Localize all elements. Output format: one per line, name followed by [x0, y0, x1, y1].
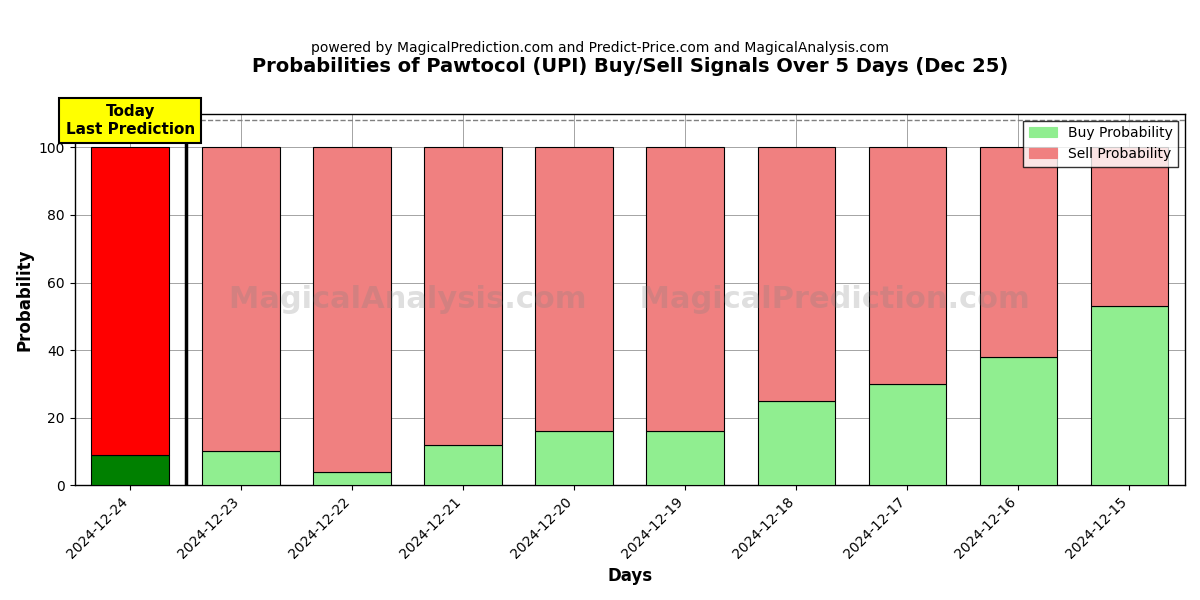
Bar [425, 148, 502, 445]
Bar [869, 148, 947, 384]
Bar [313, 472, 391, 485]
Bar [425, 445, 502, 485]
Bar [647, 148, 725, 431]
Bar [203, 148, 280, 451]
Text: MagicalAnalysis.com     MagicalPrediction.com: MagicalAnalysis.com MagicalPrediction.co… [229, 285, 1031, 314]
Bar [203, 451, 280, 485]
Bar [979, 357, 1057, 485]
Bar [313, 148, 391, 472]
Bar [647, 431, 725, 485]
Legend: Buy Probability, Sell Probability: Buy Probability, Sell Probability [1024, 121, 1178, 167]
Bar [91, 148, 169, 455]
Bar [535, 431, 613, 485]
Text: powered by MagicalPrediction.com and Predict-Price.com and MagicalAnalysis.com: powered by MagicalPrediction.com and Pre… [311, 41, 889, 55]
Bar [91, 455, 169, 485]
Bar [979, 148, 1057, 357]
Bar [757, 401, 835, 485]
Bar [869, 384, 947, 485]
Bar [535, 148, 613, 431]
Bar [1091, 148, 1169, 306]
Y-axis label: Probability: Probability [16, 248, 34, 350]
Text: Today
Last Prediction: Today Last Prediction [66, 104, 194, 137]
Bar [1091, 306, 1169, 485]
Title: Probabilities of Pawtocol (UPI) Buy/Sell Signals Over 5 Days (Dec 25): Probabilities of Pawtocol (UPI) Buy/Sell… [252, 57, 1008, 76]
Bar [757, 148, 835, 401]
X-axis label: Days: Days [607, 567, 653, 585]
